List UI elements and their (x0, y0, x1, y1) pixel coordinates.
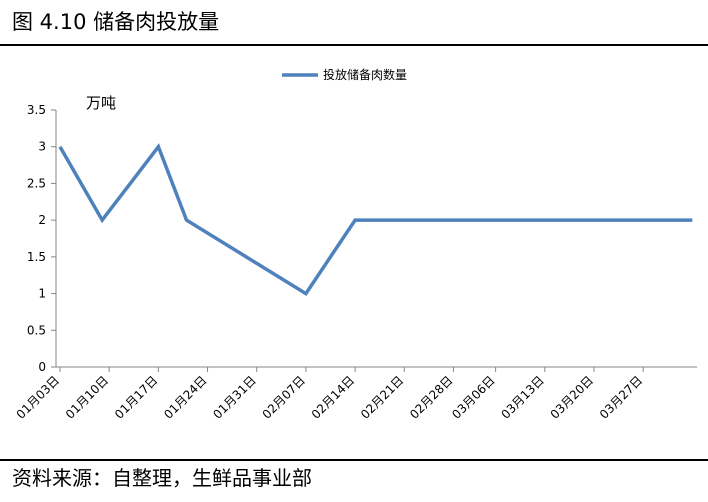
x-tick-label: 03月06日 (449, 373, 497, 421)
y-tick-label: 2 (38, 213, 46, 227)
source-divider (0, 459, 708, 461)
y-tick-label: 0.5 (27, 323, 46, 337)
x-tick-label: 01月31日 (210, 373, 258, 421)
source-note: 资料来源：自整理，生鲜品事业部 (12, 466, 312, 490)
x-tick-label: 01月24日 (161, 373, 209, 421)
y-tick-label: 2.5 (27, 176, 46, 190)
x-tick-label: 02月07日 (260, 373, 308, 421)
y-tick-label: 0 (38, 360, 46, 374)
x-tick-label: 01月17日 (112, 373, 160, 421)
x-tick-label: 02月28日 (407, 373, 455, 421)
x-tick-label: 01月03日 (14, 373, 62, 421)
x-tick-label: 02月14日 (309, 373, 357, 421)
chart-series (58, 143, 693, 296)
title-divider (0, 44, 708, 46)
legend-label: 投放储备肉数量 (323, 67, 407, 82)
x-tick-label: 03月20日 (548, 373, 596, 421)
x-tick-label: 01月10日 (63, 373, 111, 421)
y-tick-label: 3.5 (27, 103, 46, 117)
y-unit-label: 万吨 (86, 94, 116, 112)
y-axis-ticks: 0 0.5 1 1.5 2 2.5 3 3.5 (27, 103, 56, 374)
line-chart: 0 0.5 1 1.5 2 2.5 3 3.5 01月03日 01月10日 01月17日 01月24… (14, 67, 697, 422)
y-tick-label: 1.5 (27, 250, 46, 264)
figure-title: 图 4.10 储备肉投放量 (12, 10, 220, 34)
x-tick-label: 03月13日 (498, 373, 546, 421)
x-tick-label: 03月27日 (597, 373, 645, 421)
x-axis-ticks: 01月03日 01月10日 01月17日 01月24日 01月31日 02月07日 02月1… (14, 367, 645, 422)
series-line (58, 143, 693, 296)
y-tick-label: 3 (38, 140, 46, 154)
x-tick-label: 02月21日 (358, 373, 406, 421)
y-tick-label: 1 (38, 287, 46, 301)
chart-legend: 投放储备肉数量 (282, 67, 407, 82)
chart-axes (55, 110, 697, 368)
